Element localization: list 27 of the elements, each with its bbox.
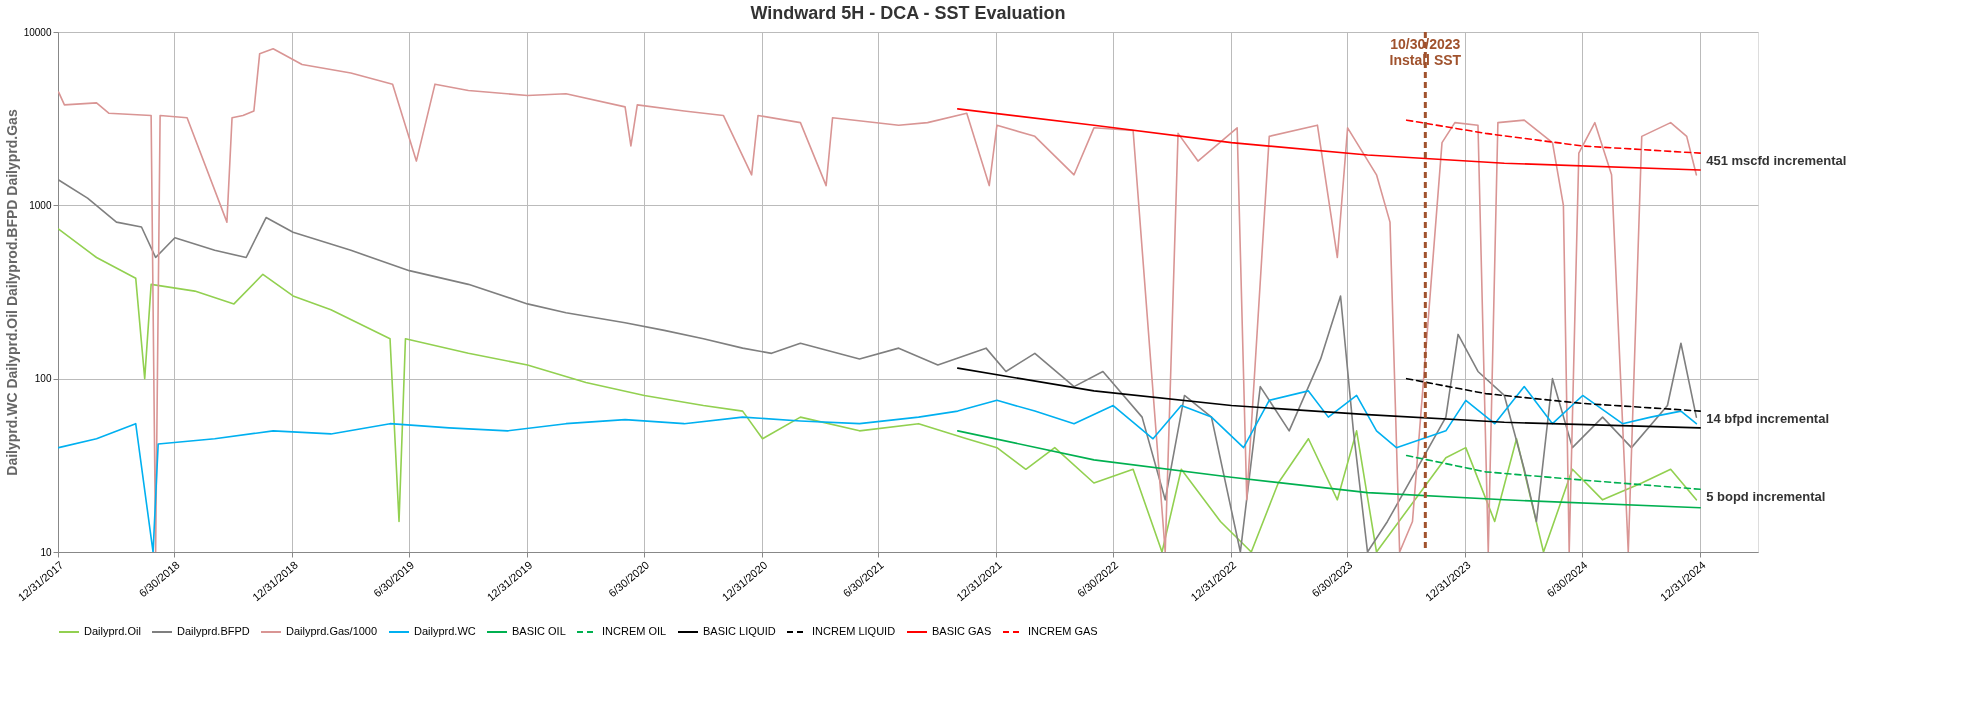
legend-label: INCREM LIQUID	[812, 625, 896, 637]
annotation: 14 bfpd incremental	[1706, 411, 1830, 427]
line-series	[1405, 377, 1701, 412]
line-series	[58, 385, 1698, 552]
line-series	[58, 48, 1698, 552]
legend-label: Dailyprd.Oil	[84, 625, 141, 637]
line-series	[956, 367, 1701, 429]
y-axis-title: Dailyprd.WC Dailyprd.Oil Dailyprod.BFPD Dailyprd.Gas	[3, 109, 20, 476]
line-series	[1405, 119, 1701, 154]
legend-label: INCREM GAS	[1028, 625, 1098, 637]
legend-label: Dailyprd.BFPD	[177, 625, 250, 637]
legend-label: BASIC LIQUID	[703, 625, 776, 637]
legend-label: INCREM OIL	[602, 625, 667, 637]
y-tick-label: 100	[34, 373, 52, 385]
y-tick-label: 10	[40, 546, 52, 558]
legend-label: Dailyprd.WC	[414, 625, 476, 637]
line-series	[1405, 454, 1701, 491]
y-tick-label: 1000	[29, 199, 52, 211]
legend-label: BASIC GAS	[932, 625, 992, 637]
annotation: 5 bopd incremental	[1706, 489, 1826, 505]
chart-title: Windward 5H - DCA - SST Evaluation	[750, 3, 1066, 23]
line-series	[956, 108, 1701, 171]
legend-label: Dailyprd.Gas/1000	[286, 625, 378, 637]
annotation: 451 mscfd incremental	[1706, 153, 1847, 169]
legend-label: BASIC OIL	[512, 625, 566, 637]
line-series	[956, 430, 1701, 509]
y-tick-label: 10000	[23, 26, 52, 38]
